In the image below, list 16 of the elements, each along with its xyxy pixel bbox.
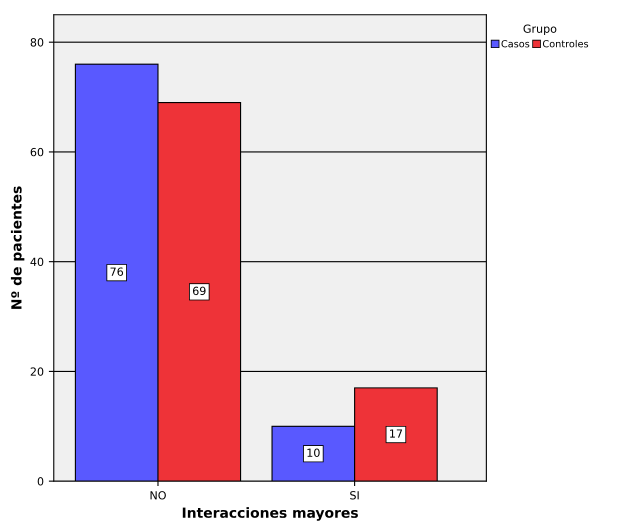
data-label: 10: [307, 448, 320, 457]
x-axis-title: Interacciones mayores: [182, 507, 358, 521]
legend-title: Grupo: [524, 24, 556, 36]
legend-label: Controles: [542, 40, 588, 48]
y-tick-label: 80: [30, 38, 44, 47]
data-label: 69: [192, 286, 206, 296]
legend-label: Casos: [501, 40, 530, 48]
y-axis-title: Nº de pacientes: [10, 186, 24, 309]
y-tick-label: 0: [38, 477, 44, 486]
data-label: 17: [390, 429, 402, 438]
y-tick-label: 20: [30, 367, 44, 376]
data-label: 76: [110, 267, 124, 276]
x-tick-label: NO: [150, 491, 166, 500]
y-tick-label: 60: [30, 148, 44, 156]
x-tick-label: SI: [350, 491, 359, 500]
y-tick-label: 40: [30, 258, 44, 266]
